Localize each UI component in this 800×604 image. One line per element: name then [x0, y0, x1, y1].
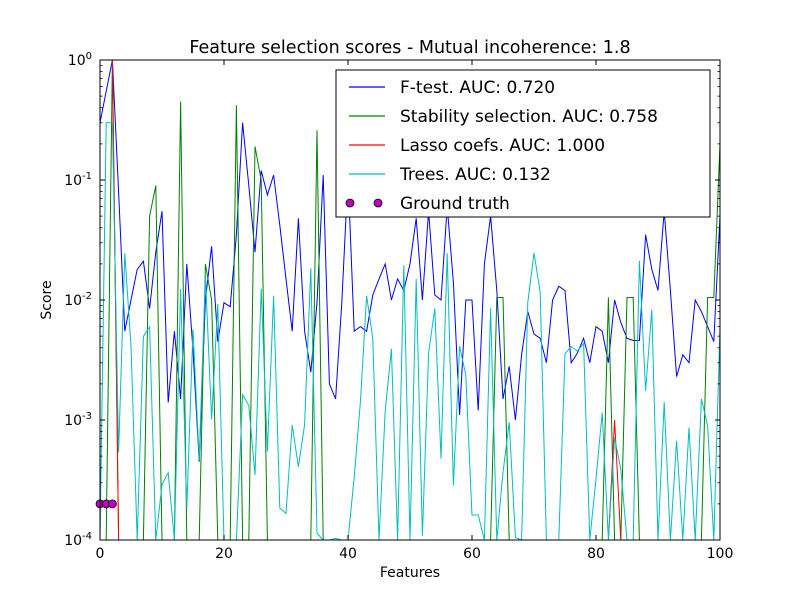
x-tick-label: 60 — [463, 546, 481, 562]
series-line-stability — [100, 60, 720, 540]
x-axis-label: Features — [380, 565, 440, 581]
x-tick-label: 20 — [215, 546, 233, 562]
y-tick-label: 100 — [68, 51, 92, 69]
legend-frame — [335, 69, 711, 218]
y-tick-label: 10-1 — [64, 171, 92, 189]
ground-truth-layer — [95, 499, 117, 509]
series-layer — [100, 60, 720, 540]
legend-label: Stability selection. AUC: 0.758 — [400, 107, 658, 127]
legend-label: Ground truth — [400, 194, 510, 214]
x-tick-label: 40 — [339, 546, 357, 562]
legend-label: Trees. AUC: 0.132 — [399, 165, 551, 185]
chart-title: Feature selection scores - Mutual incohe… — [189, 38, 630, 58]
y-tick-label: 10-3 — [64, 411, 92, 429]
legend-marker — [373, 198, 383, 208]
series-line-lasso — [100, 60, 720, 540]
series-line-trees — [100, 122, 720, 540]
ground-truth-point — [108, 499, 117, 509]
y-tick-label: 10-2 — [64, 291, 92, 309]
axis-ticks: 0 20 40 60 80 100 10-4 10-3 10-2 10-1 100 — [64, 51, 733, 562]
x-tick-label: 0 — [96, 546, 105, 562]
legend-items: F-test. AUC: 0.720 Stability selection. A… — [345, 78, 658, 214]
legend: F-test. AUC: 0.720 Stability selection. A… — [335, 69, 711, 218]
y-axis-label: Score — [39, 280, 55, 319]
legend-label: F-test. AUC: 0.720 — [400, 78, 555, 98]
x-tick-label: 100 — [707, 546, 734, 562]
x-tick-label: 80 — [587, 546, 605, 562]
legend-marker — [345, 198, 355, 208]
y-tick-label: 10-4 — [64, 531, 92, 549]
legend-label: Lasso coefs. AUC: 1.000 — [400, 136, 605, 156]
